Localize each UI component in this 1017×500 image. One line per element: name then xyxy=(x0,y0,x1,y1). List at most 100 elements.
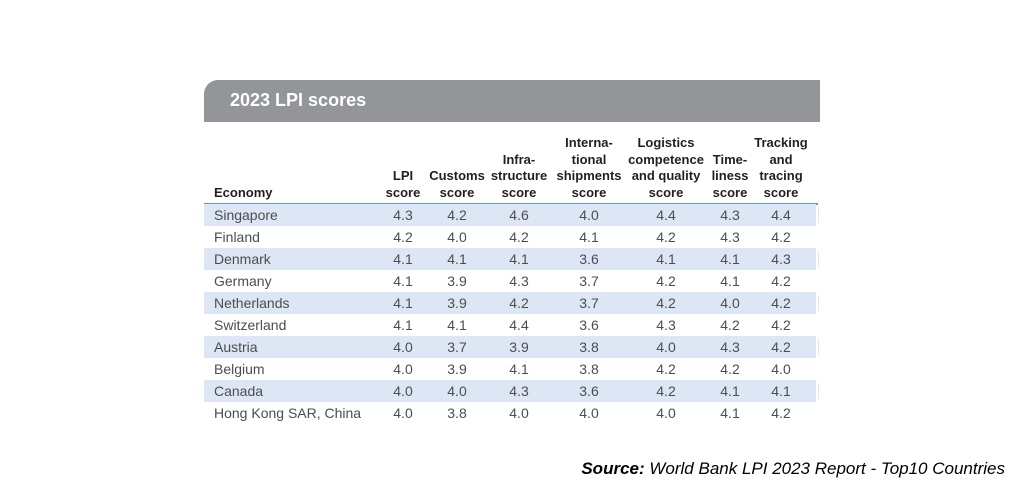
score-cell: 3.9 xyxy=(447,295,467,311)
score-cell: 4.1 xyxy=(447,317,467,333)
source-label: Source: xyxy=(581,459,645,478)
score-cell: 3.9 xyxy=(447,361,467,377)
score-cell: 4.1 xyxy=(509,251,529,267)
score-cell: 3.7 xyxy=(579,273,599,289)
score-cell: 4.2 xyxy=(771,295,791,311)
score-cell: 4.2 xyxy=(509,229,529,245)
table-row: Netherlands 4.1 3.9 4.2 3.7 4.2 4.0 4.2 xyxy=(204,292,819,314)
score-cell: 4.3 xyxy=(720,339,740,355)
score-cell: 4.1 xyxy=(393,317,413,333)
score-cell: 4.0 xyxy=(393,339,413,355)
table-row: Germany 4.1 3.9 4.3 3.7 4.2 4.1 4.2 xyxy=(204,270,816,292)
score-cell: 4.3 xyxy=(720,229,740,245)
score-cell: 4.2 xyxy=(771,405,791,421)
score-cell: 4.2 xyxy=(656,361,676,377)
economy-cell: Hong Kong SAR, China xyxy=(214,405,362,421)
score-cell: 4.3 xyxy=(656,317,676,333)
column-header: Economy xyxy=(214,184,273,200)
score-cell: 4.1 xyxy=(720,251,740,267)
score-cell: 4.2 xyxy=(771,273,791,289)
score-cell: 4.1 xyxy=(509,361,529,377)
score-cell: 3.7 xyxy=(579,295,599,311)
score-cell: 4.2 xyxy=(656,295,676,311)
score-cell: 3.9 xyxy=(509,339,529,355)
score-cell: 4.0 xyxy=(509,405,529,421)
score-cell: 3.8 xyxy=(579,339,599,355)
score-cell: 4.1 xyxy=(393,251,413,267)
score-cell: 4.1 xyxy=(720,383,740,399)
column-header: Logistics competence and quality score xyxy=(628,135,704,200)
score-cell: 4.4 xyxy=(509,317,529,333)
economy-cell: Belgium xyxy=(214,361,265,377)
score-cell: 4.2 xyxy=(447,207,467,223)
economy-cell: Switzerland xyxy=(214,317,287,333)
economy-cell: Finland xyxy=(214,229,260,245)
source-text: World Bank LPI 2023 Report - Top10 Count… xyxy=(644,459,1005,478)
score-cell: 3.6 xyxy=(579,383,599,399)
score-cell: 3.9 xyxy=(447,273,467,289)
column-header: Time- liness score xyxy=(711,151,749,200)
score-cell: 4.2 xyxy=(656,273,676,289)
table-row: Austria 4.0 3.7 3.9 3.8 4.0 4.3 4.2 xyxy=(204,336,819,358)
economy-cell: Germany xyxy=(214,273,272,289)
row-edge-mark xyxy=(818,251,819,267)
score-cell: 3.6 xyxy=(579,317,599,333)
score-cell: 4.3 xyxy=(720,207,740,223)
score-cell: 4.1 xyxy=(720,405,740,421)
score-cell: 4.0 xyxy=(447,229,467,245)
column-header: Infra- structure score xyxy=(490,151,548,200)
score-cell: 4.3 xyxy=(509,383,529,399)
score-cell: 4.0 xyxy=(393,383,413,399)
row-edge-mark xyxy=(818,295,819,311)
table-row: Denmark 4.1 4.1 4.1 3.6 4.1 4.1 4.3 xyxy=(204,248,819,270)
score-cell: 4.0 xyxy=(447,383,467,399)
table-row: Singapore 4.3 4.2 4.6 4.0 4.4 4.3 4.4 xyxy=(204,204,819,226)
score-cell: 4.1 xyxy=(656,251,676,267)
column-header: LPI score xyxy=(385,168,421,200)
score-cell: 4.0 xyxy=(579,405,599,421)
score-cell: 4.1 xyxy=(447,251,467,267)
table-row: Hong Kong SAR, China 4.0 3.8 4.0 4.0 4.0 4.1 4.… xyxy=(204,402,816,424)
economy-cell: Austria xyxy=(214,339,258,355)
row-edge-mark xyxy=(818,383,819,399)
score-cell: 4.2 xyxy=(393,229,413,245)
table-row: Canada 4.0 4.0 4.3 3.6 4.2 4.1 4.1 xyxy=(204,380,819,402)
score-cell: 4.3 xyxy=(771,251,791,267)
score-cell: 4.1 xyxy=(771,383,791,399)
score-cell: 4.4 xyxy=(771,207,791,223)
score-cell: 4.2 xyxy=(771,317,791,333)
score-cell: 3.6 xyxy=(579,251,599,267)
score-cell: 4.1 xyxy=(393,295,413,311)
score-cell: 4.2 xyxy=(720,317,740,333)
table-title-bar: 2023 LPI scores xyxy=(204,80,820,122)
column-header: Interna- tional shipments score xyxy=(556,135,622,200)
source-note: Source: World Bank LPI 2023 Report - Top… xyxy=(581,459,1005,479)
score-cell: 4.2 xyxy=(656,383,676,399)
score-cell: 4.2 xyxy=(509,295,529,311)
score-cell: 4.2 xyxy=(656,229,676,245)
score-cell: 4.0 xyxy=(656,339,676,355)
score-cell: 3.7 xyxy=(447,339,467,355)
score-cell: 4.0 xyxy=(720,295,740,311)
column-header: Customs score xyxy=(429,168,485,200)
table-row: Belgium 4.0 3.9 4.1 3.8 4.2 4.2 4.0 xyxy=(204,358,816,380)
score-cell: 4.0 xyxy=(771,361,791,377)
score-cell: 4.4 xyxy=(656,207,676,223)
score-cell: 4.0 xyxy=(393,405,413,421)
economy-cell: Canada xyxy=(214,383,264,399)
economy-cell: Netherlands xyxy=(214,295,290,311)
column-header: Tracking and tracing score xyxy=(754,135,808,200)
table-row: Switzerland 4.1 4.1 4.4 3.6 4.3 4.2 4.2 xyxy=(204,314,816,336)
economy-cell: Singapore xyxy=(214,207,278,223)
score-cell: 4.1 xyxy=(579,229,599,245)
score-cell: 4.0 xyxy=(579,207,599,223)
score-cell: 4.0 xyxy=(393,361,413,377)
score-cell: 3.8 xyxy=(579,361,599,377)
score-cell: 4.1 xyxy=(393,273,413,289)
table-row: Finland 4.2 4.0 4.2 4.1 4.2 4.3 4.2 xyxy=(204,226,816,248)
row-edge-mark xyxy=(818,207,819,223)
score-cell: 4.6 xyxy=(509,207,529,223)
row-edge-mark xyxy=(818,339,819,355)
score-cell: 4.2 xyxy=(771,339,791,355)
score-cell: 4.3 xyxy=(509,273,529,289)
